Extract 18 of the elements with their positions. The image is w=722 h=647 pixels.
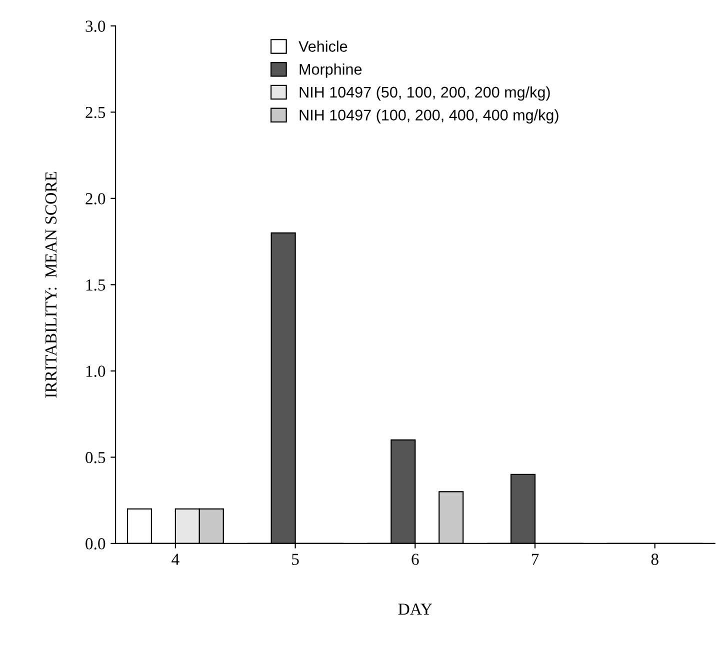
y-axis-title: IRRITABILITY: MEAN SCORE: [45, 172, 57, 398]
y-tick-label: 2.0: [86, 193, 106, 204]
x-tick-label: 5: [292, 554, 299, 565]
legend-label: Morphine: [300, 64, 362, 78]
x-tick-label: 4: [172, 554, 180, 565]
y-tick-label: 0.5: [86, 452, 106, 464]
x-tick-label: 7: [532, 554, 539, 565]
y-tick-label: 1.5: [86, 279, 106, 291]
legend-label: NIH 10497 (100, 200, 400, 400 mg/kg): [300, 109, 558, 124]
x-axis-title: DAY: [398, 604, 432, 615]
x-tick-label: 6: [412, 554, 419, 565]
legend-label: Vehicle: [298, 40, 348, 52]
x-tick-label: 8: [651, 554, 658, 565]
legend-label: NIH 10497 (50, 100, 200, 200 mg/kg): [300, 86, 550, 101]
y-tick-label: 3.0: [86, 20, 106, 32]
y-tick-label: 2.5: [86, 106, 106, 118]
y-tick-label: 0.0: [86, 538, 106, 550]
y-tick-label: 1.0: [86, 366, 106, 377]
